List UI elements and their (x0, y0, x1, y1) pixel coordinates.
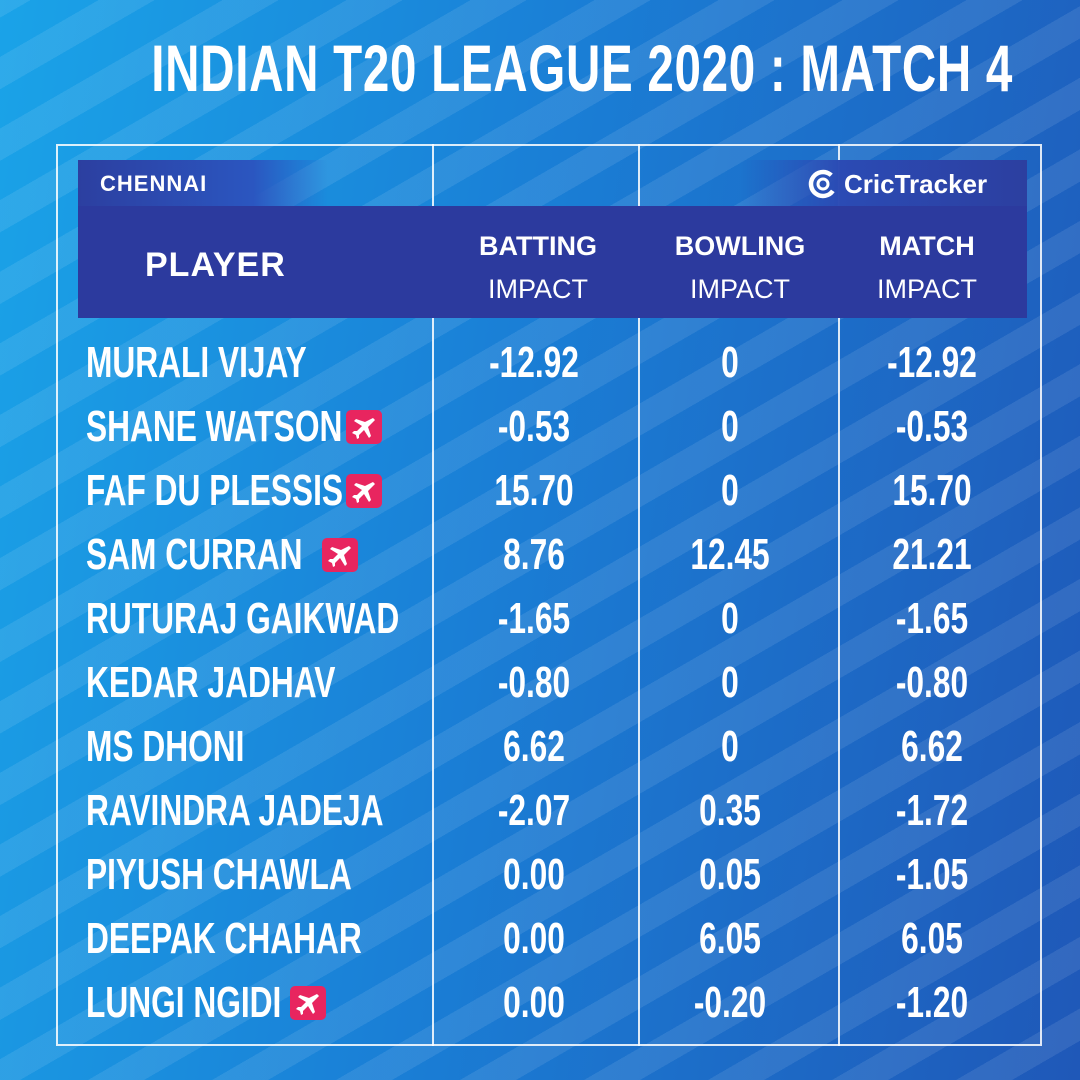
player-name: KEDAR JADHAV (86, 658, 336, 707)
header-bowling-line1: BOWLING (674, 231, 806, 261)
table-row: LUNGI NGIDI 0.00 -0.20 -1.20 (0, 973, 1080, 1033)
table-row: RUTURAJ GAIKWAD -1.65 0 -1.65 (0, 589, 1080, 649)
page-title: INDIAN T20 LEAGUE 2020 : MATCH 4 (151, 31, 1014, 105)
batting-impact-value: -12.92 (489, 338, 579, 387)
header-batting-line2: IMPACT (488, 274, 588, 304)
table-row: SAM CURRAN 8.76 12.45 21.21 (0, 525, 1080, 585)
header-batting-impact: BATTING IMPACT (440, 225, 636, 311)
bowling-impact-value: -0.20 (693, 978, 767, 1027)
match-impact-value: -1.05 (895, 850, 969, 899)
table-row: RAVINDRA JADEJA -2.07 0.35 -1.72 (0, 781, 1080, 841)
table-header (78, 206, 1027, 318)
header-player: PLAYER (145, 246, 286, 284)
batting-impact-value: -2.07 (497, 786, 571, 835)
batting-impact-value: 8.76 (503, 530, 565, 579)
team-band (78, 160, 328, 208)
column-divider-batting (432, 144, 434, 1046)
bowling-impact-value: 0 (721, 722, 739, 771)
match-impact-value: -1.65 (895, 594, 969, 643)
bowling-impact-value: 6.05 (699, 914, 761, 963)
header-match-line2: IMPACT (877, 274, 977, 304)
match-impact-value: -1.72 (895, 786, 969, 835)
match-impact-value: 6.62 (901, 722, 963, 771)
overseas-flight-icon (346, 474, 382, 508)
player-name: RUTURAJ GAIKWAD (86, 594, 400, 643)
header-bowling-line2: IMPACT (690, 274, 790, 304)
player-name: RAVINDRA JADEJA (86, 786, 384, 835)
team-name: CHENNAI (100, 171, 208, 196)
bowling-impact-value: 0 (721, 338, 739, 387)
bowling-impact-value: 0 (721, 658, 739, 707)
overseas-flight-icon (346, 410, 382, 444)
header-batting-line1: BATTING (479, 231, 597, 261)
bowling-impact-value: 0 (721, 594, 739, 643)
player-name: SHANE WATSON (86, 402, 343, 451)
match-impact-value: -0.53 (895, 402, 969, 451)
brand-name: CricTracker (844, 168, 988, 199)
bowling-impact-value: 0.35 (699, 786, 761, 835)
table-row: DEEPAK CHAHAR 0.00 6.05 6.05 (0, 909, 1080, 969)
batting-impact-value: -0.53 (497, 402, 571, 451)
brand-logo: CricTracker (808, 166, 1028, 202)
bowling-impact-value: 12.45 (690, 530, 770, 579)
match-impact-value: -12.92 (887, 338, 977, 387)
match-impact-value: 6.05 (901, 914, 963, 963)
batting-impact-value: -0.80 (497, 658, 571, 707)
player-name: DEEPAK CHAHAR (86, 914, 362, 963)
brand-band (740, 160, 1027, 208)
header-match-line1: MATCH (879, 231, 975, 261)
table-frame (56, 144, 1042, 1046)
batting-impact-value: 6.62 (503, 722, 565, 771)
table-row: SHANE WATSON -0.53 0 -0.53 (0, 397, 1080, 457)
player-name: MURALI VIJAY (86, 338, 307, 387)
match-impact-value: -1.20 (895, 978, 969, 1027)
player-name: PIYUSH CHAWLA (86, 850, 352, 899)
table-row: KEDAR JADHAV -0.80 0 -0.80 (0, 653, 1080, 713)
batting-impact-value: -1.65 (497, 594, 571, 643)
table-row: MURALI VIJAY -12.92 0 -12.92 (0, 333, 1080, 393)
match-impact-value: 15.70 (892, 466, 972, 515)
overseas-flight-icon (322, 538, 358, 572)
column-divider-match (838, 144, 840, 1046)
header-match-impact: MATCH IMPACT (842, 225, 1012, 311)
bowling-impact-value: 0 (721, 402, 739, 451)
bowling-impact-value: 0 (721, 466, 739, 515)
column-divider-bowling (638, 144, 640, 1046)
player-name: LUNGI NGIDI (86, 978, 282, 1027)
overseas-flight-icon (290, 986, 326, 1020)
header-bowling-impact: BOWLING IMPACT (642, 225, 838, 311)
batting-impact-value: 0.00 (503, 914, 565, 963)
match-impact-value: -0.80 (895, 658, 969, 707)
bowling-impact-value: 0.05 (699, 850, 761, 899)
batting-impact-value: 0.00 (503, 978, 565, 1027)
player-name: FAF DU PLESSIS (86, 466, 344, 515)
crictracker-logo-icon (808, 169, 838, 199)
player-name: SAM CURRAN (86, 530, 303, 579)
batting-impact-value: 0.00 (503, 850, 565, 899)
player-name: MS DHONI (86, 722, 245, 771)
table-row: MS DHONI 6.62 0 6.62 (0, 717, 1080, 777)
match-impact-value: 21.21 (892, 530, 972, 579)
batting-impact-value: 15.70 (494, 466, 574, 515)
table-row: PIYUSH CHAWLA 0.00 0.05 -1.05 (0, 845, 1080, 905)
table-row: FAF DU PLESSIS 15.70 0 15.70 (0, 461, 1080, 521)
